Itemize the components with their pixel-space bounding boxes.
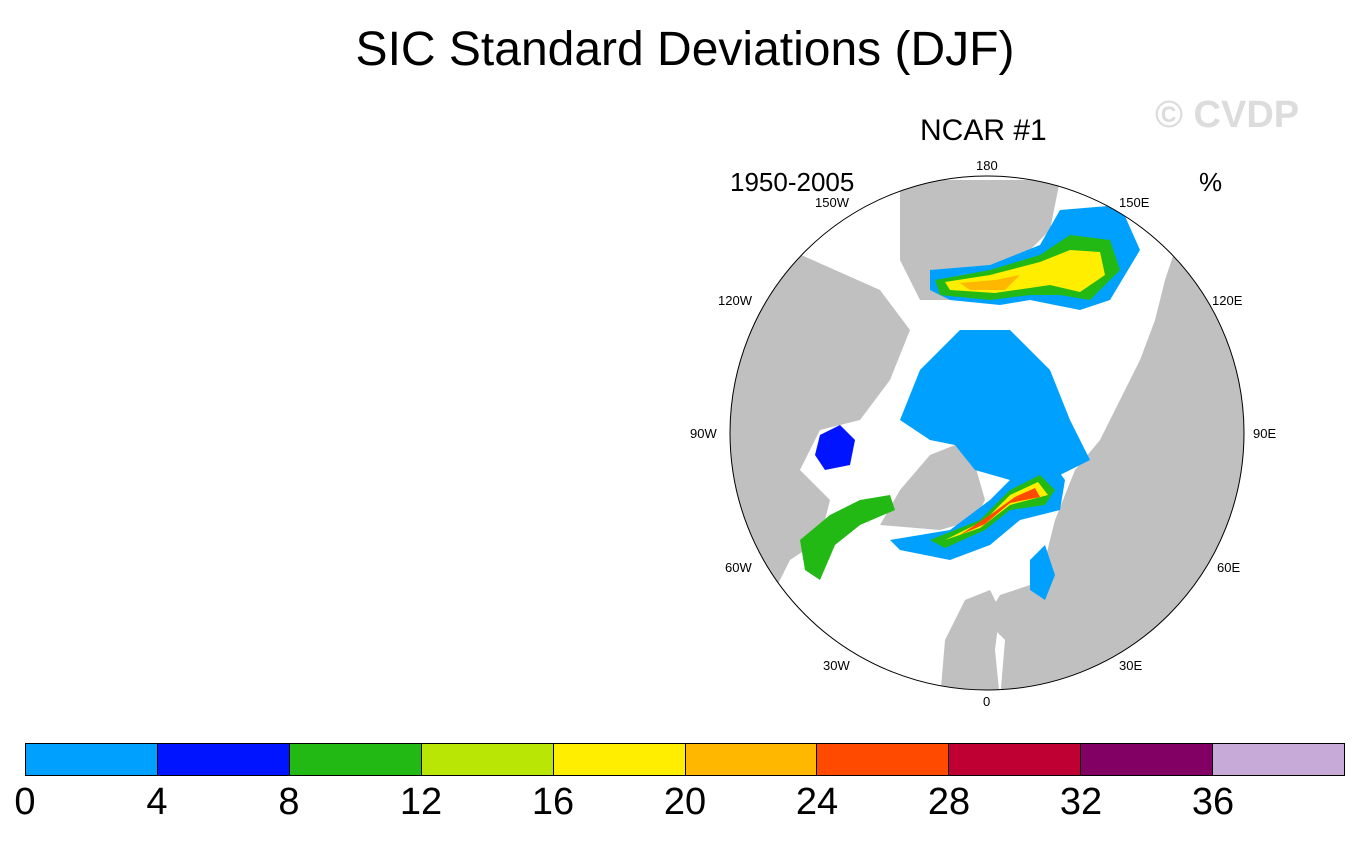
watermark: © CVDP	[1155, 94, 1300, 136]
sic-labrador	[800, 495, 895, 580]
colorbar-tick-label: 4	[146, 781, 168, 823]
colorbar-segment	[949, 744, 1082, 775]
colorbar-segment	[1213, 744, 1345, 775]
colorbar-segment	[421, 744, 554, 775]
colorbar-segment	[1081, 744, 1214, 775]
colorbar	[25, 743, 1345, 776]
period-label: 1950-2005	[730, 167, 855, 197]
lon-label-60e: 60E	[1217, 560, 1241, 575]
colorbar-tick-label: 0	[14, 781, 36, 823]
colorbar-tick-label: 20	[663, 781, 707, 823]
land-europe-west	[940, 590, 1000, 690]
colorbar-tick-label: 24	[795, 781, 839, 823]
colorbar-segment	[553, 744, 686, 775]
panel-title: NCAR #1	[920, 114, 1047, 147]
colorbar-tick-label: 28	[927, 781, 971, 823]
colorbar-tick-label: 16	[531, 781, 575, 823]
sic-arctic	[900, 330, 1090, 480]
colorbar-tick-label: 32	[1059, 781, 1103, 823]
figure-title: SIC Standard Deviations (DJF)	[355, 23, 1015, 76]
sic-baltic	[1030, 545, 1055, 600]
lon-label-90w: 90W	[690, 426, 717, 441]
lon-label-120w: 120W	[718, 293, 752, 308]
map-boundary	[729, 175, 1245, 691]
units-label: %	[1199, 167, 1223, 197]
colorbar-segment	[817, 744, 950, 775]
lon-label-30w: 30W	[823, 658, 850, 673]
lon-label-60w: 60W	[725, 560, 752, 575]
colorbar-segment	[289, 744, 422, 775]
colorbar-segment	[26, 744, 158, 775]
sic-hudson	[815, 425, 855, 470]
colorbar-tick-label: 12	[399, 781, 443, 823]
lon-label-90e: 90E	[1253, 426, 1277, 441]
lon-label-180: 180	[976, 158, 998, 173]
lon-label-150e: 150E	[1119, 195, 1150, 210]
lon-label-120e: 120E	[1212, 293, 1243, 308]
colorbar-tick-label: 36	[1191, 781, 1235, 823]
colorbar-segment	[157, 744, 290, 775]
lon-label-30e: 30E	[1119, 658, 1143, 673]
colorbar-tick-label: 8	[278, 781, 300, 823]
colorbar-segment	[685, 744, 818, 775]
land-greenland	[880, 445, 985, 530]
land-eurasia	[985, 240, 1244, 690]
lon-label-150w: 150W	[815, 195, 849, 210]
lon-label-0: 0	[983, 694, 991, 709]
land-north-america	[730, 240, 910, 620]
